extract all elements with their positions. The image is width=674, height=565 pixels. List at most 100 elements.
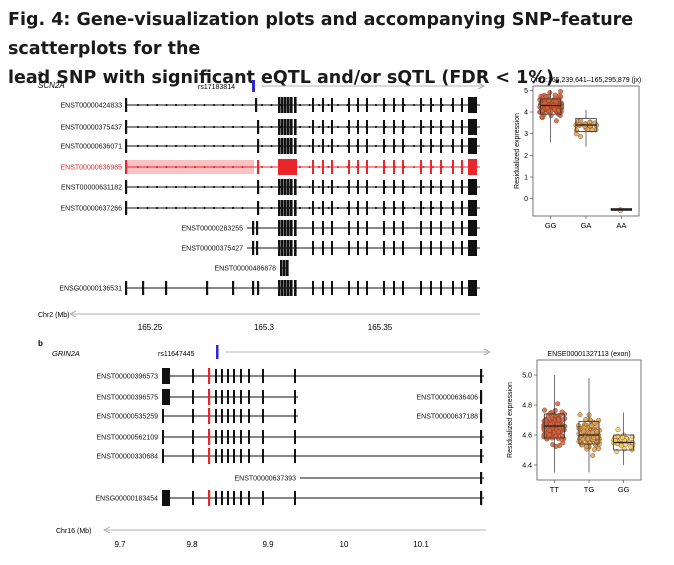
exon <box>383 98 385 112</box>
transcript-label: ENST00000375427 <box>182 246 244 253</box>
exon <box>452 281 454 295</box>
exon <box>430 201 432 215</box>
exon <box>232 281 235 295</box>
panel-b-gene-label: GRIN2A <box>52 349 80 358</box>
panel-b-transcript-row: ENST00000637393 <box>235 472 484 484</box>
intron-dot <box>193 144 197 148</box>
intron-dot <box>212 144 216 148</box>
intron-dot <box>184 103 187 107</box>
exon <box>366 180 368 194</box>
exon <box>125 160 128 174</box>
exon <box>281 119 284 135</box>
exon <box>227 430 229 444</box>
intron-dot <box>222 103 225 107</box>
exon <box>393 281 395 295</box>
exon <box>233 369 235 383</box>
exon <box>331 98 333 112</box>
exon <box>312 281 314 295</box>
panel-a-transcript-tracks: ENST00000424833 ENST00000375437 ENST000006… <box>59 97 480 296</box>
exon <box>278 179 281 195</box>
exon <box>294 369 296 383</box>
intron-dot <box>165 125 168 129</box>
exon <box>240 491 242 505</box>
exon-terminal <box>480 430 483 444</box>
caption-line-1: Fig. 4: Gene-visualization plots and acc… <box>8 10 634 59</box>
exon <box>452 201 454 215</box>
data-point <box>590 453 596 459</box>
exon <box>440 98 442 112</box>
exon <box>278 97 281 113</box>
exon <box>287 179 290 195</box>
data-point <box>556 93 562 99</box>
exon <box>262 430 264 444</box>
intron-dot <box>374 103 378 107</box>
exon <box>248 409 250 423</box>
exon <box>322 221 324 235</box>
panel-b-snp-marker <box>216 345 219 359</box>
exon <box>206 281 209 295</box>
exon <box>393 201 395 215</box>
transcript-label: ENSG00000136531 <box>59 286 122 293</box>
exon <box>357 221 359 235</box>
intron-dot <box>336 165 340 169</box>
exon <box>294 491 296 505</box>
exon <box>393 221 395 235</box>
exon <box>402 281 404 295</box>
exon <box>221 390 223 404</box>
intron-dot <box>155 165 159 169</box>
intron-dot <box>270 206 273 210</box>
panel-b-tick-1: 9.7 <box>114 540 126 549</box>
exon <box>383 201 385 215</box>
intron-dot <box>336 185 340 189</box>
data-point <box>547 411 553 416</box>
exon <box>357 281 359 295</box>
x-tick-label: GG <box>545 221 557 230</box>
exon <box>430 221 432 235</box>
exon <box>257 160 260 174</box>
exon <box>221 491 223 505</box>
exon <box>165 281 168 295</box>
transcript-label: ENST00000283255 <box>182 226 244 233</box>
exon <box>192 430 194 444</box>
exon <box>192 449 194 463</box>
exon <box>331 139 333 153</box>
exon <box>278 159 281 175</box>
intron-dot <box>374 165 378 169</box>
intron-dot <box>298 185 302 189</box>
intron-dot <box>231 125 235 129</box>
exon <box>402 180 404 194</box>
data-point <box>547 90 553 96</box>
intron-dot <box>270 103 273 107</box>
exon-terminal <box>480 472 483 484</box>
intron-dot <box>317 206 321 210</box>
exon <box>430 98 432 112</box>
panel-b-transcript-row: ENST00000562109 <box>97 429 484 445</box>
exon <box>452 139 454 153</box>
intron-dot <box>241 144 244 148</box>
intron-dot <box>298 125 302 129</box>
exon <box>461 180 463 194</box>
intron-dot <box>412 103 416 107</box>
panel-b-label: b <box>38 339 43 348</box>
exon <box>287 220 290 236</box>
panel-b-transcript-row: ENST00000535259 ENST00000637188 <box>97 408 483 424</box>
exon <box>366 221 368 235</box>
scatter-b: ENSE00001327113 (exon) Residualized expr… <box>507 351 642 494</box>
exon <box>290 179 293 195</box>
exon <box>440 139 442 153</box>
exon <box>278 240 281 256</box>
exon <box>357 160 359 174</box>
exon <box>221 449 223 463</box>
data-point <box>553 118 559 124</box>
intron-dot <box>412 165 416 169</box>
panel-b-axis-arrow <box>103 526 111 534</box>
exon <box>402 221 404 235</box>
exon <box>257 120 260 134</box>
intron-dot <box>184 185 187 189</box>
exon <box>278 119 281 135</box>
exon-terminal <box>468 220 477 236</box>
intron-dot <box>327 125 330 129</box>
exon <box>294 390 296 404</box>
panel-a-transcript-row: ENSG00000136531 <box>59 280 480 296</box>
intron-dot <box>317 103 321 107</box>
